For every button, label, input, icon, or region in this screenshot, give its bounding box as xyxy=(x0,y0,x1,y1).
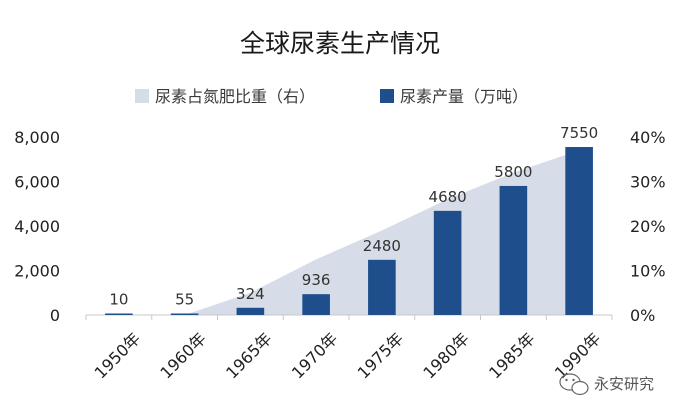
category-label: 1980年 xyxy=(419,329,473,383)
y-left-tick-label: 8,000 xyxy=(14,128,60,147)
category-axis-labels: 1950年 1960年 1965年 1970年 1975年 1980年 1985年 1990年 xyxy=(91,329,605,383)
data-label: 55 xyxy=(175,291,194,309)
bar xyxy=(433,210,462,315)
category-label: 1985年 xyxy=(485,329,539,383)
y-right-tick-label: 40% xyxy=(630,128,666,147)
legend-item-area: 尿素占氮肥比重（右） xyxy=(135,87,315,106)
bar xyxy=(170,313,199,315)
left-axis-labels: 0 2,000 4,000 6,000 8,000 xyxy=(14,128,60,325)
y-left-tick-label: 2,000 xyxy=(14,262,60,281)
data-labels: 10 55 324 936 2480 4680 5800 7550 xyxy=(109,124,598,308)
bar xyxy=(499,185,528,315)
right-axis-labels: 0% 10% 20% 30% 40% xyxy=(630,128,666,325)
bar-series xyxy=(105,147,593,315)
bar xyxy=(236,307,265,315)
y-right-tick-label: 30% xyxy=(630,173,666,192)
y-right-tick-label: 10% xyxy=(630,262,666,281)
category-label: 1965年 xyxy=(222,329,276,383)
category-label: 1975年 xyxy=(354,329,408,383)
data-label: 10 xyxy=(109,291,128,309)
watermark: 永安研究 xyxy=(559,373,654,396)
bar xyxy=(368,259,396,315)
data-label: 7550 xyxy=(560,124,598,142)
area-shape xyxy=(118,150,580,315)
data-label: 936 xyxy=(302,271,331,289)
data-label: 324 xyxy=(236,285,265,303)
y-left-tick-label: 4,000 xyxy=(14,217,60,236)
y-right-tick-label: 0% xyxy=(630,306,655,325)
chart-title: 全球尿素生产情况 xyxy=(240,29,440,58)
legend-label-bar: 尿素产量（万吨） xyxy=(400,87,528,106)
legend-swatch-area xyxy=(135,89,149,103)
category-label: 1960年 xyxy=(156,329,210,383)
legend-label-area: 尿素占氮肥比重（右） xyxy=(155,87,315,106)
data-label: 2480 xyxy=(363,237,401,255)
y-left-tick-label: 0 xyxy=(50,306,60,325)
y-right-tick-label: 20% xyxy=(630,217,666,236)
axes xyxy=(85,314,613,320)
legend-item-bar: 尿素产量（万吨） xyxy=(380,87,528,106)
area-series xyxy=(118,150,580,315)
category-label: 1970年 xyxy=(288,329,342,383)
legend: 尿素占氮肥比重（右） 尿素产量（万吨） xyxy=(135,87,528,106)
bar xyxy=(105,313,133,315)
bar xyxy=(302,294,330,315)
watermark-text: 永安研究 xyxy=(594,375,654,393)
category-label: 1950年 xyxy=(91,329,145,383)
legend-swatch-bar xyxy=(380,89,394,103)
bar xyxy=(565,147,593,315)
data-label: 4680 xyxy=(429,188,467,206)
wechat-icon xyxy=(559,373,589,396)
y-left-tick-label: 6,000 xyxy=(14,173,60,192)
data-label: 5800 xyxy=(494,163,532,181)
